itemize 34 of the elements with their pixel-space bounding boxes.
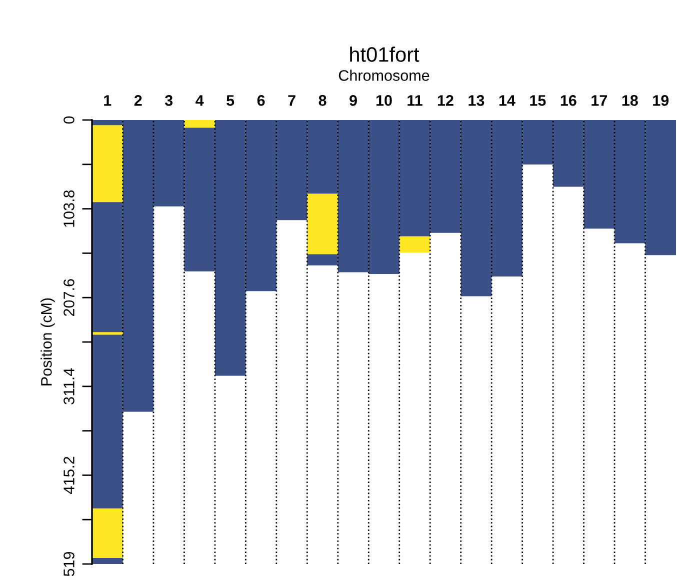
y-tick-label: 207.6 (64, 279, 74, 316)
y-tick-label: 0 (64, 116, 74, 124)
y-tick-label: 311.4 (64, 368, 74, 404)
x-tick-label: 8 (318, 95, 326, 106)
x-axis-title: Chromosome (338, 70, 430, 81)
x-tick-label: 1 (104, 95, 112, 106)
x-tick-label: 13 (468, 95, 484, 106)
bar (92, 508, 123, 558)
y-axis-title: Position (cM) (40, 298, 55, 386)
x-tick-label: 15 (530, 95, 546, 106)
y-tick-label: 415.2 (64, 456, 74, 494)
bar (92, 332, 123, 335)
x-tick-label: 4 (196, 95, 204, 106)
bar (92, 125, 123, 202)
x-tick-label: 11 (408, 95, 422, 106)
y-tick-label: 519 (64, 552, 74, 576)
x-tick-label: 17 (592, 95, 607, 106)
x-tick-label: 19 (653, 95, 669, 106)
bar (184, 120, 215, 128)
x-tick-label: 16 (560, 95, 576, 106)
x-tick-label: 14 (499, 95, 516, 106)
x-tick-label: 6 (257, 95, 265, 106)
x-tick-label: 2 (134, 95, 142, 106)
x-tick-label: 9 (350, 95, 357, 106)
x-tick-label: 12 (438, 95, 454, 106)
bar (399, 236, 430, 253)
chart-title: ht01fort (350, 46, 420, 62)
bar (307, 194, 338, 254)
x-tick-label: 7 (288, 95, 296, 106)
y-tick-label: 103.8 (64, 190, 74, 227)
x-tick-label: 3 (164, 95, 173, 106)
x-tick-label: 18 (622, 95, 638, 106)
x-tick-label: 10 (376, 95, 392, 106)
x-tick-label: 5 (226, 95, 234, 106)
